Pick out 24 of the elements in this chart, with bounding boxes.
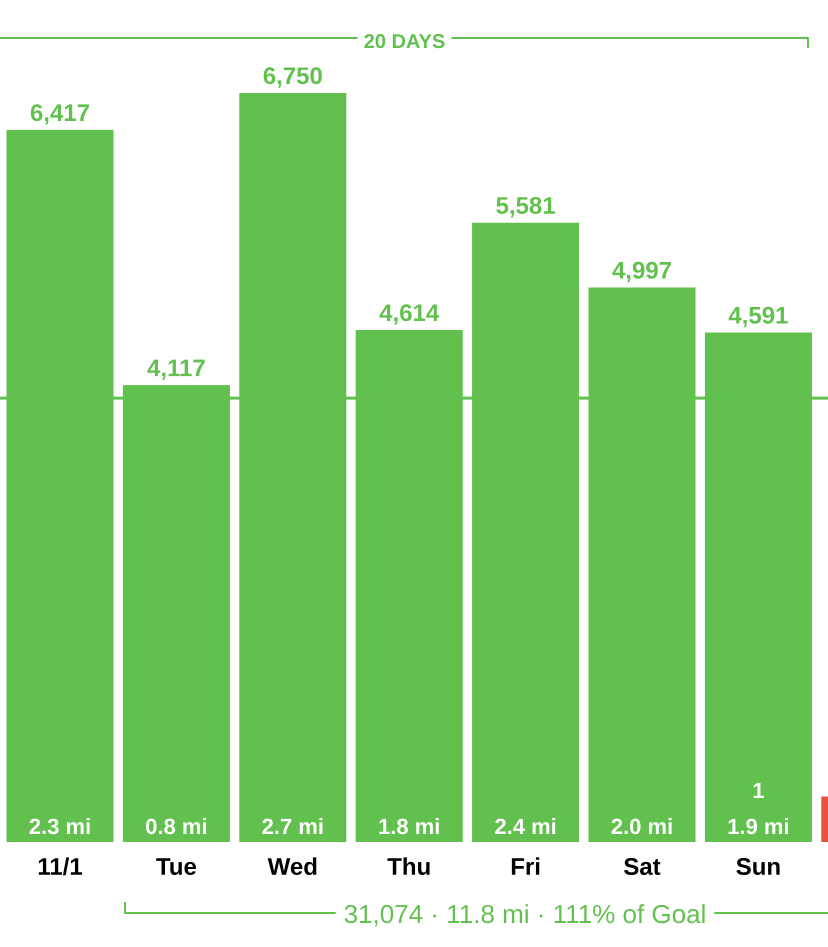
data-label: 6,750: [264, 67, 322, 88]
annotation: 0.8 mi: [146, 818, 206, 834]
data-label: 4,117: [147, 360, 205, 380]
annotation: 1: [754, 782, 764, 798]
x-tick-label: Sat: [624, 858, 660, 875]
x-tick-label: Wed: [268, 857, 316, 875]
annotation: 2.3 mi: [30, 818, 90, 834]
data-label: 6,417: [30, 104, 89, 125]
x-tick-label: Fri: [512, 857, 540, 875]
annotation: 1.9 mi: [728, 818, 788, 834]
x-tick-label: 11/1: [38, 857, 82, 876]
annotation: 1.8 mi: [379, 818, 439, 834]
annotation: 2.4 mi: [495, 818, 556, 834]
x-tick-label: Sun: [736, 858, 780, 875]
data-label: 4,997: [612, 262, 671, 282]
data-label: 4,591: [728, 306, 788, 328]
text: 31,074 · 11.8 mi · 111% of Goal: [344, 904, 705, 926]
data-label: 5,581: [496, 196, 555, 218]
x-tick-label: Tue: [156, 858, 196, 875]
annotation: 2.0 mi: [612, 818, 672, 834]
chart-title: 20 DAYS: [364, 34, 444, 48]
x-tick-label: Thu: [387, 857, 430, 875]
data-label: 4,614: [380, 304, 440, 325]
annotation: 2.7 mi: [262, 818, 322, 834]
